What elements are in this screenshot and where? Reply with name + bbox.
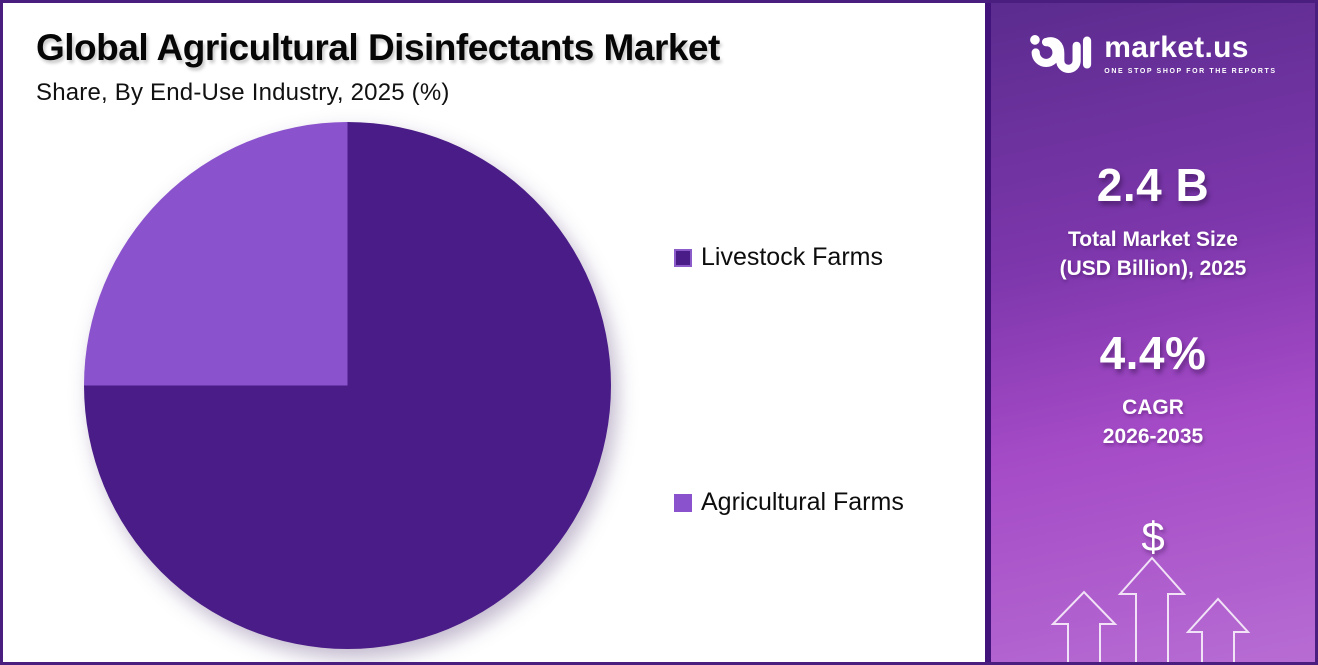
legend-swatch-livestock-farms	[674, 248, 692, 267]
stat-total-market-size-label-line-1: Total Market Size	[1068, 228, 1238, 251]
growth-arrows-icon	[1050, 556, 1251, 662]
stat-cagr-value: 4.4%	[1099, 326, 1207, 379]
brand-tagline: ONE STOP SHOP FOR THE REPORTS	[1104, 68, 1277, 75]
legend-swatch-agricultural-farms	[674, 493, 692, 512]
legend-label-agricultural-farms: Agricultural Farms	[701, 488, 904, 516]
brand-sidebar: market.us ONE STOP SHOP FOR THE REPORTS …	[985, 3, 1315, 662]
market-us-logo-icon	[1030, 35, 1092, 73]
brand-block: market.us ONE STOP SHOP FOR THE REPORTS	[991, 30, 1315, 78]
stat-cagr: 4.4% CAGR 2026-2035	[991, 326, 1315, 452]
page-title: Global Agricultural Disinfectants Market	[36, 27, 720, 68]
pie-chart	[84, 122, 611, 649]
legend-item-agricultural-farms: Agricultural Farms	[674, 488, 904, 517]
brand-name: market.us	[1104, 31, 1249, 64]
stat-total-market-size-value: 2.4 B	[1096, 159, 1210, 211]
stat-cagr-label-line-1: CAGR	[1122, 395, 1184, 419]
chart-panel: Global Agricultural Disinfectants Market…	[3, 3, 985, 662]
page-subtitle: Share, By End-Use Industry, 2025 (%)	[36, 78, 450, 106]
legend: Livestock Farms Agricultural Farms	[674, 3, 974, 662]
dollar-icon: $	[1141, 513, 1165, 560]
stat-cagr-label-line-2: 2026-2035	[1102, 424, 1204, 448]
stat-total-market-size: 2.4 B Total Market Size (USD Billion), 2…	[991, 158, 1315, 284]
stat-total-market-size-label-line-2: (USD Billion), 2025	[1059, 256, 1247, 280]
brand-text: market.us ONE STOP SHOP FOR THE REPORTS	[1104, 31, 1277, 76]
legend-label-livestock-farms: Livestock Farms	[701, 243, 883, 271]
stat-cagr-label: CAGR 2026-2035	[991, 394, 1315, 452]
legend-item-livestock-farms: Livestock Farms	[674, 243, 883, 272]
stat-total-market-size-label: Total Market Size (USD Billion), 2025	[991, 226, 1315, 284]
